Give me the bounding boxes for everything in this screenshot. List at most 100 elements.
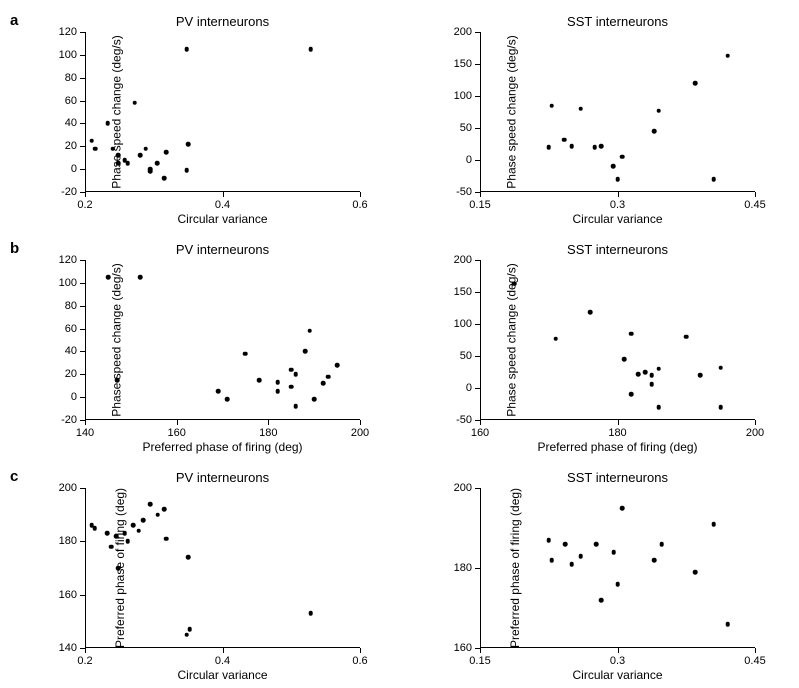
y-tick-label: 80 bbox=[37, 72, 77, 84]
x-tick bbox=[755, 420, 756, 425]
y-axis-label: Phase speed change (deg/s) bbox=[110, 263, 124, 416]
x-tick bbox=[177, 420, 178, 425]
data-point bbox=[116, 153, 121, 158]
x-tick-label: 0.3 bbox=[610, 199, 625, 211]
y-tick-label: 60 bbox=[37, 323, 77, 335]
data-point bbox=[579, 107, 584, 112]
y-tick bbox=[475, 260, 480, 261]
x-tick bbox=[360, 420, 361, 425]
data-point bbox=[162, 176, 167, 181]
data-point bbox=[164, 536, 169, 541]
y-tick-label: 150 bbox=[432, 58, 472, 70]
x-tick-label: 180 bbox=[259, 427, 277, 439]
y-tick bbox=[475, 420, 480, 421]
data-point bbox=[512, 281, 517, 286]
data-point bbox=[105, 531, 110, 536]
x-tick bbox=[85, 420, 86, 425]
data-point bbox=[307, 329, 312, 334]
data-point bbox=[257, 378, 262, 383]
x-tick-label: 160 bbox=[471, 427, 489, 439]
x-tick bbox=[480, 192, 481, 197]
data-point bbox=[275, 380, 280, 385]
y-tick bbox=[475, 648, 480, 649]
data-point bbox=[588, 310, 593, 315]
y-tick-label: 200 bbox=[432, 482, 472, 494]
y-tick-label: -50 bbox=[432, 186, 472, 198]
x-tick bbox=[268, 420, 269, 425]
scatter-a-sst: SST interneuronsPhase speed change (deg/… bbox=[480, 32, 755, 192]
scatter-c-sst: SST interneuronsPreferred phase of firin… bbox=[480, 488, 755, 648]
scatter-b-sst: SST interneuronsPhase speed change (deg/… bbox=[480, 260, 755, 420]
chart-title: SST interneurons bbox=[480, 242, 755, 257]
y-tick-label: 200 bbox=[37, 482, 77, 494]
scatter-c-pv: PV interneuronsPreferred phase of firing… bbox=[85, 488, 360, 648]
data-point bbox=[629, 331, 634, 336]
y-axis-label: Phase speed change (deg/s) bbox=[505, 263, 519, 416]
x-axis-label: Circular variance bbox=[85, 212, 360, 226]
data-point bbox=[303, 349, 308, 354]
y-tick bbox=[475, 324, 480, 325]
y-tick-label: 200 bbox=[432, 254, 472, 266]
data-point bbox=[612, 550, 617, 555]
data-point bbox=[155, 161, 160, 166]
data-point bbox=[335, 363, 340, 368]
data-point bbox=[123, 531, 128, 536]
x-tick-label: 0.2 bbox=[77, 655, 92, 667]
y-tick bbox=[80, 32, 85, 33]
data-point bbox=[136, 528, 141, 533]
x-tick-label: 0.45 bbox=[744, 655, 765, 667]
data-point bbox=[105, 121, 110, 126]
y-tick-label: 40 bbox=[37, 345, 77, 357]
data-point bbox=[620, 506, 625, 511]
data-point bbox=[563, 542, 568, 547]
scatter-b-pv: PV interneuronsPhase speed change (deg/s… bbox=[85, 260, 360, 420]
y-tick-label: 0 bbox=[432, 382, 472, 394]
data-point bbox=[725, 622, 730, 627]
data-point bbox=[184, 632, 189, 637]
y-tick-label: 140 bbox=[37, 642, 77, 654]
y-axis-line bbox=[480, 260, 481, 420]
x-tick-label: 0.2 bbox=[77, 199, 92, 211]
data-point bbox=[622, 357, 627, 362]
data-point bbox=[164, 150, 169, 155]
data-point bbox=[718, 405, 723, 410]
x-tick-label: 160 bbox=[167, 427, 185, 439]
data-point bbox=[656, 108, 661, 113]
x-tick bbox=[480, 420, 481, 425]
data-point bbox=[289, 385, 294, 390]
data-point bbox=[693, 81, 698, 86]
data-point bbox=[275, 389, 280, 394]
data-point bbox=[629, 392, 634, 397]
y-tick bbox=[80, 648, 85, 649]
data-point bbox=[599, 598, 604, 603]
y-axis-label: Preferred phase of firing (deg) bbox=[508, 488, 522, 648]
data-point bbox=[711, 522, 716, 527]
x-tick bbox=[223, 192, 224, 197]
chart-title: SST interneurons bbox=[480, 14, 755, 29]
y-axis-line bbox=[480, 488, 481, 648]
y-tick bbox=[80, 260, 85, 261]
y-tick bbox=[80, 420, 85, 421]
x-tick bbox=[223, 648, 224, 653]
data-point bbox=[594, 542, 599, 547]
panel-letter-c: c bbox=[10, 468, 18, 485]
y-axis-line bbox=[85, 260, 86, 420]
y-tick-label: 20 bbox=[37, 140, 77, 152]
y-tick-label: 50 bbox=[432, 350, 472, 362]
data-point bbox=[148, 167, 153, 172]
y-tick-label: -20 bbox=[37, 186, 77, 198]
y-tick bbox=[475, 96, 480, 97]
data-point bbox=[289, 367, 294, 372]
x-axis-label: Preferred phase of firing (deg) bbox=[480, 440, 755, 454]
y-tick-label: 80 bbox=[37, 300, 77, 312]
y-tick-label: 120 bbox=[37, 254, 77, 266]
y-tick-label: 100 bbox=[432, 318, 472, 330]
data-point bbox=[186, 555, 191, 560]
y-tick-label: 160 bbox=[432, 642, 472, 654]
x-tick bbox=[755, 192, 756, 197]
chart-title: SST interneurons bbox=[480, 470, 755, 485]
y-tick-label: 160 bbox=[37, 589, 77, 601]
y-tick bbox=[475, 356, 480, 357]
data-point bbox=[162, 507, 167, 512]
x-tick bbox=[360, 192, 361, 197]
